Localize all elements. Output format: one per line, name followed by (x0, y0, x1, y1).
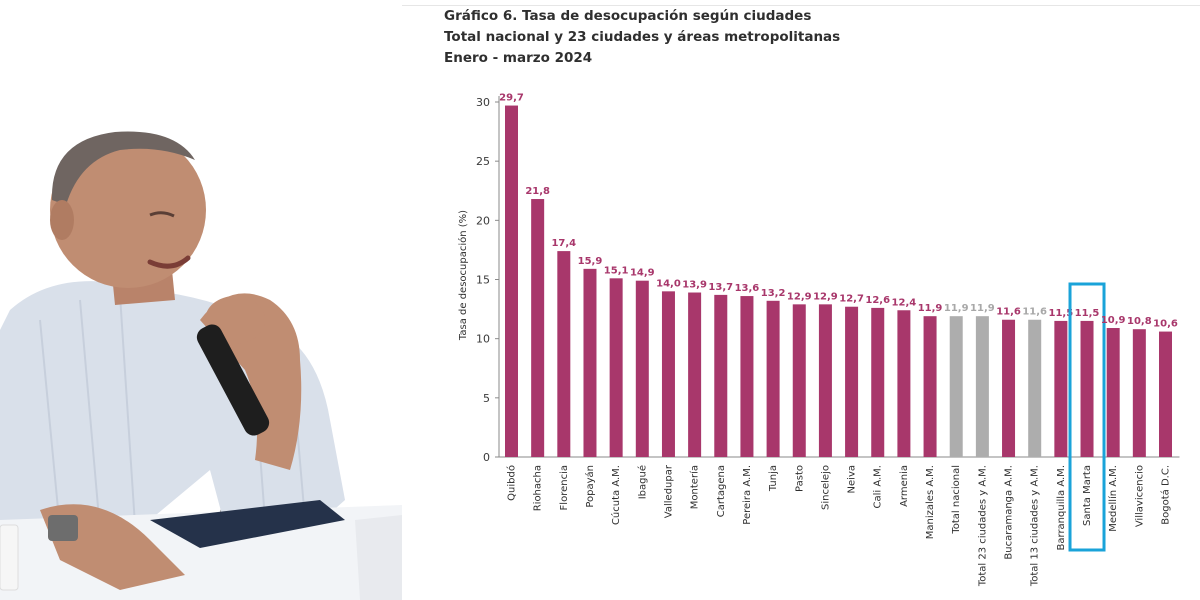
bar-17 (949, 316, 963, 457)
value-label-11: 12,9 (787, 291, 812, 302)
value-label-23: 10,9 (1101, 315, 1126, 326)
bar-1 (531, 199, 545, 458)
value-label-2: 17,4 (551, 238, 576, 249)
value-label-10: 13,2 (761, 288, 786, 299)
category-label-4: Cúcuta A.M. (610, 465, 622, 525)
bar-7 (688, 292, 702, 457)
category-label-6: Valledupar (663, 464, 674, 518)
value-label-0: 29,7 (499, 93, 524, 104)
category-label-13: Neiva (847, 465, 858, 493)
category-label-22: Santa Marta (1082, 465, 1093, 526)
bar-11 (792, 304, 806, 457)
y-tick-label: 30 (476, 96, 490, 109)
bar-25 (1159, 331, 1172, 457)
category-label-9: Pereira A.M. (742, 465, 753, 525)
category-label-20: Total 13 ciudades y A.M. (1030, 465, 1041, 587)
value-label-8: 13,7 (708, 282, 733, 293)
chart-subtitle: Total nacional y 23 ciudades y áreas met… (444, 29, 841, 45)
y-tick-label: 5 (483, 392, 490, 405)
speaker-photo-illustration (0, 0, 402, 600)
category-label-18: Total 23 ciudades y A.M. (977, 465, 988, 587)
bar-12 (818, 304, 832, 457)
bar-10 (766, 300, 780, 457)
value-label-14: 12,6 (865, 295, 890, 306)
category-label-1: Riohacha (533, 465, 544, 511)
bar-9 (740, 296, 754, 457)
value-label-7: 13,9 (682, 280, 707, 291)
category-label-24: Villavicencio (1134, 465, 1145, 527)
category-label-23: Medellín A.M. (1107, 465, 1119, 532)
bar-16 (923, 316, 937, 457)
bar-5 (635, 280, 649, 457)
category-labels: Quibdó Riohacha Florencia Popayán Cúcuta A.M… (506, 464, 1172, 587)
bar-0 (505, 105, 518, 458)
category-label-0: Quibdó (506, 465, 518, 501)
y-tick-label: 0 (483, 451, 490, 464)
category-label-8: Cartagena (716, 465, 727, 517)
value-label-6: 14,0 (656, 278, 681, 289)
category-label-10: Tunja (768, 465, 779, 492)
value-label-1: 21,8 (525, 186, 550, 197)
value-label-18: 11,9 (970, 303, 995, 314)
bar-chart: 0 5 10 15 20 25 30 29,7 21,8 17,415,915,1 14,914,… (457, 93, 1180, 587)
category-label-17: Total nacional (951, 465, 962, 535)
bar-18 (975, 316, 989, 457)
bar-21 (1054, 320, 1068, 457)
category-label-5: Ibagué (636, 465, 648, 499)
category-label-19: Bucaramanga A.M. (1004, 465, 1015, 560)
category-label-15: Armenia (899, 465, 910, 507)
category-label-3: Popayán (584, 465, 596, 508)
y-tick-label: 25 (476, 155, 490, 168)
bar-24 (1132, 329, 1146, 457)
value-label-20: 11,6 (1022, 307, 1047, 318)
category-label-12: Sincelejo (820, 465, 831, 510)
bar-19 (1002, 319, 1016, 457)
y-tick-label: 15 (476, 274, 490, 287)
bar-14 (871, 307, 885, 457)
bar-8 (714, 294, 728, 457)
bar-13 (845, 306, 859, 457)
category-label-11: Pasto (794, 465, 805, 492)
highlight-box (1068, 282, 1106, 552)
category-label-7: Montería (689, 465, 701, 509)
bars (505, 105, 1172, 458)
bar-4 (609, 278, 623, 457)
value-label-12: 12,9 (813, 291, 838, 302)
category-label-25: Bogotá D.C. (1160, 465, 1172, 525)
value-label-5: 14,9 (630, 268, 655, 279)
value-label-13: 12,7 (839, 294, 864, 305)
value-label-24: 10,8 (1127, 316, 1152, 327)
value-label-15: 12,4 (892, 297, 917, 308)
bar-15 (897, 310, 911, 457)
value-labels: 29,7 21,8 17,415,915,1 14,914,0 13,9 13,7 13,6… (499, 93, 1178, 552)
value-label-17: 11,9 (944, 303, 969, 314)
value-label-16: 11,9 (918, 303, 943, 314)
value-label-3: 15,9 (578, 256, 603, 267)
y-axis-label: Tasa de desocupación (%) (457, 210, 469, 341)
category-label-14: Cali A.M. (873, 465, 884, 509)
category-label-21: Barranquilla A.M. (1056, 465, 1067, 550)
value-label-22: 11,5 (1075, 308, 1100, 319)
bar-20 (1028, 319, 1042, 457)
category-label-16: Manizales A.M. (925, 465, 936, 539)
value-label-21: 11,5 (1049, 308, 1074, 319)
chart-panel: Gráfico 6. Tasa de desocupación según ci… (402, 0, 1200, 600)
bar-23 (1106, 328, 1120, 457)
bar-6 (661, 291, 675, 457)
speaker-photo (0, 0, 402, 600)
y-tick-label: 20 (476, 214, 490, 227)
y-tick-label: 10 (476, 333, 490, 346)
category-label-2: Florencia (559, 465, 570, 510)
bar-2 (557, 251, 571, 457)
bar-3 (583, 268, 597, 457)
value-label-19: 11,6 (996, 307, 1021, 318)
value-label-4: 15,1 (604, 265, 629, 276)
value-label-9: 13,6 (735, 283, 760, 294)
top-divider (402, 5, 1200, 6)
chart-title: Gráfico 6. Tasa de desocupación según ci… (444, 8, 812, 24)
chart-period: Enero - marzo 2024 (444, 50, 593, 66)
value-label-25: 10,6 (1153, 319, 1178, 330)
bar-22 (1080, 320, 1094, 457)
